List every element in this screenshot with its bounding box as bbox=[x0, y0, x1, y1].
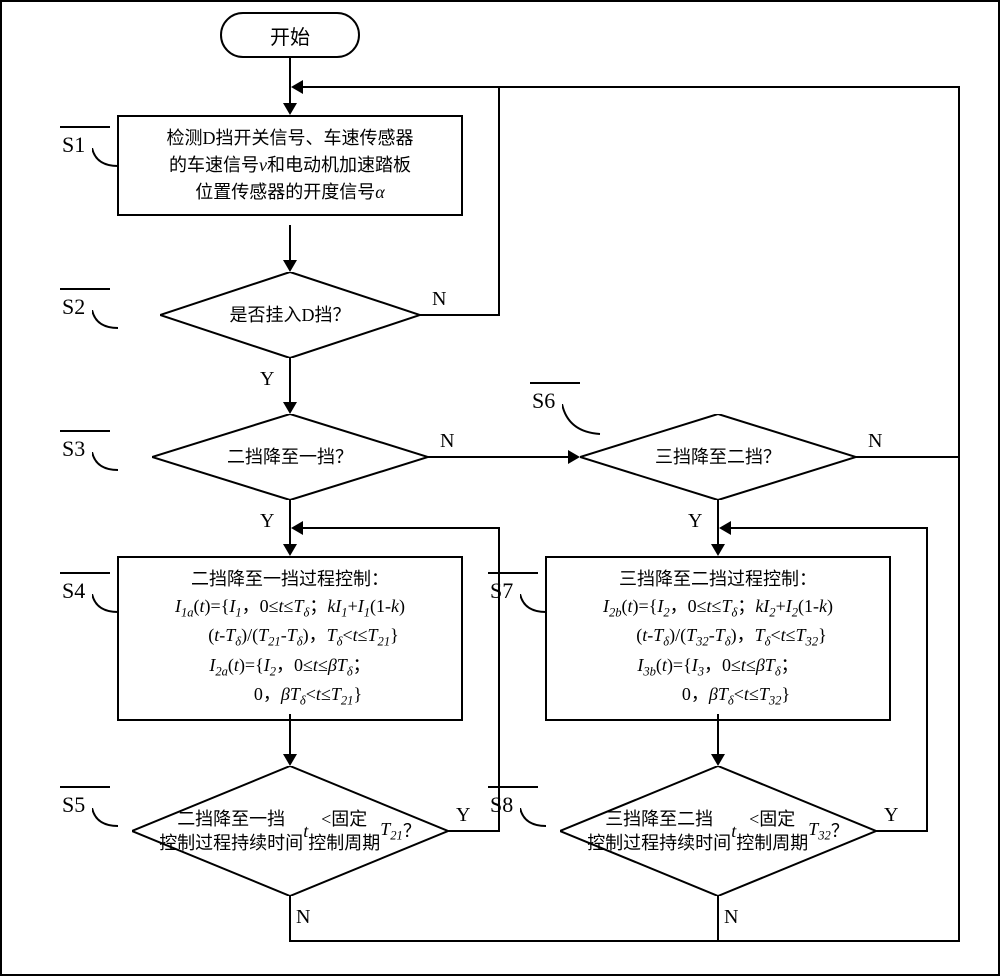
outer-border bbox=[0, 0, 1000, 976]
flowchart-canvas: 开始 检测D挡开关信号、车速传感器 的车速信号v和电动机加速踏板 位置传感器的开… bbox=[0, 0, 1000, 976]
